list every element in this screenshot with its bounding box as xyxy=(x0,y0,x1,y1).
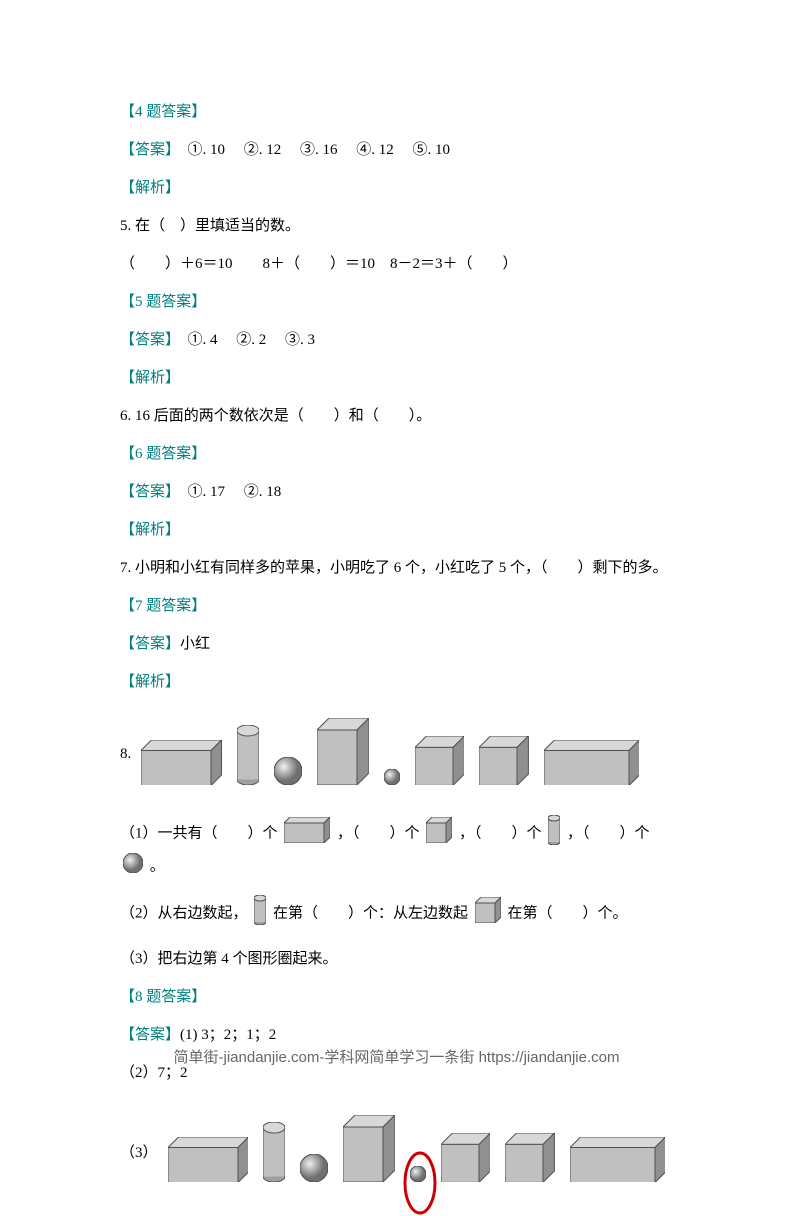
q5-text: 在（ ）里填适当的数。 xyxy=(135,218,300,234)
q8-sub1-mid2: ，（ ）个 xyxy=(459,825,542,841)
q4-answer-text: ①. 10 ②. 12 ③. 16 ④. 12 ⑤. 10 xyxy=(173,142,451,158)
q7-text: 小明和小红有同样多的苹果，小明吃了 6 个，小红吃了 5 个，（ ）剩下的多。 xyxy=(135,560,668,576)
inline-sphere-icon xyxy=(123,853,143,881)
q7-header: 【7 题答案】 xyxy=(120,594,673,618)
sphere-shape xyxy=(384,769,400,785)
q8-answer-label: 【答案】 xyxy=(120,1027,180,1043)
inline-cuboid-icon xyxy=(284,817,330,851)
q8-sub2-mid1: 在第（ ）个：从左边数起 xyxy=(273,905,468,921)
cuboid-shape xyxy=(343,1115,395,1182)
inline-cylinder-icon xyxy=(548,815,560,853)
cylinder-shape xyxy=(237,725,259,785)
q4-answer-label: 【答案】 xyxy=(120,142,173,158)
q8-answer-shapes-row: （3） xyxy=(120,1105,673,1197)
sphere-shape xyxy=(274,757,302,785)
q8-sub1-suffix: 。 xyxy=(150,858,165,874)
inline-cube-icon xyxy=(475,897,501,931)
shape-sphere-small xyxy=(384,769,400,790)
q7-answer-content: 小红 xyxy=(180,636,210,652)
q8-sub1-prefix: （1）一共有（ ）个 xyxy=(120,825,278,841)
sphere-shape xyxy=(123,853,143,873)
shape-cuboid-long xyxy=(570,1137,666,1188)
cuboid-shape xyxy=(317,718,369,785)
shape-cylinder xyxy=(263,1122,285,1187)
circle-marker xyxy=(400,1151,440,1216)
q4-analysis: 【解析】 xyxy=(120,176,673,200)
q6-header: 【6 题答案】 xyxy=(120,442,673,466)
q6-num: 6. xyxy=(120,408,135,424)
q7-answer-line: 【答案】小红 xyxy=(120,632,673,656)
inline-cube-icon xyxy=(426,817,452,851)
shape-cube xyxy=(505,1133,554,1187)
q6-analysis: 【解析】 xyxy=(120,518,673,542)
q5-num: 5. xyxy=(120,218,135,234)
q5-equation: （ ）＋6＝10 8＋（ ）＝10 8－2＝3＋（ ） xyxy=(120,252,673,276)
q7-analysis: 【解析】 xyxy=(120,670,673,694)
shape-cuboid-tall xyxy=(317,718,369,790)
q5-question: 5. 在（ ）里填适当的数。 xyxy=(120,214,673,238)
q4-header: 【4 题答案】 xyxy=(120,100,673,124)
shapes-main-container xyxy=(141,708,639,800)
q6-text: 16 后面的两个数依次是（ ）和（ ）。 xyxy=(135,408,431,424)
shape-cube xyxy=(441,1133,490,1187)
q8-sub2: （2）从右边数起， 在第（ ）个：从左边数起 在第（ ）个。 xyxy=(120,895,673,933)
cuboid-shape xyxy=(415,736,464,785)
shape-cuboid xyxy=(141,740,222,791)
cuboid-shape xyxy=(570,1137,666,1183)
q7-num: 7. xyxy=(120,560,135,576)
cuboid-shape xyxy=(426,817,452,843)
q8-shapes-row: 8. xyxy=(120,708,673,800)
shape-cylinder xyxy=(237,725,259,790)
q6-answer-line: 【答案】 ①. 17 ②. 18 xyxy=(120,480,673,504)
q8-sub2-prefix: （2）从右边数起， xyxy=(120,905,248,921)
q8-sub2-suffix: 在第（ ）个。 xyxy=(508,905,628,921)
cylinder-shape xyxy=(263,1122,285,1182)
q4-answer-line: 【答案】 ①. 10 ②. 12 ③. 16 ④. 12 ⑤. 10 xyxy=(120,138,673,162)
q8-sub1-mid3: ，（ ）个 xyxy=(567,825,650,841)
cuboid-shape xyxy=(479,736,528,785)
cuboid-shape xyxy=(475,897,501,923)
q6-question: 6. 16 后面的两个数依次是（ ）和（ ）。 xyxy=(120,404,673,428)
q8-answer3-label: （3） xyxy=(120,1141,158,1162)
q8-answer-content1: (1) 3；2；1；2 xyxy=(180,1027,276,1043)
q5-analysis: 【解析】 xyxy=(120,366,673,390)
shape-cuboid-tall xyxy=(343,1115,395,1187)
q5-header: 【5 题答案】 xyxy=(120,290,673,314)
inline-cylinder-icon xyxy=(254,895,266,933)
q6-answer-text: ①. 17 ②. 18 xyxy=(173,484,282,500)
cuboid-shape xyxy=(284,817,330,843)
q8-header: 【8 题答案】 xyxy=(120,985,673,1009)
circled-shape xyxy=(410,1166,426,1187)
cuboid-shape xyxy=(168,1137,249,1183)
q8-sub3: （3）把右边第 4 个图形圈起来。 xyxy=(120,947,673,971)
sphere-shape xyxy=(300,1154,328,1182)
q5-answer-label: 【答案】 xyxy=(120,332,173,348)
page-footer: 简单街-jiandanjie.com-学科网简单学习一条街 https://ji… xyxy=(0,1046,793,1067)
q8-sub1-mid1: ，（ ）个 xyxy=(337,825,420,841)
q5-answer-text: ①. 4 ②. 2 ③. 3 xyxy=(173,332,316,348)
q8-sub1: （1）一共有（ ）个 ，（ ）个 ，（ ）个 ，（ ）个 。 xyxy=(120,815,673,881)
shape-cube xyxy=(479,736,528,790)
cuboid-shape xyxy=(141,740,222,786)
q6-answer-label: 【答案】 xyxy=(120,484,173,500)
shapes-answer-container xyxy=(168,1105,666,1197)
shape-sphere xyxy=(274,757,302,790)
q7-answer-label: 【答案】 xyxy=(120,636,180,652)
q5-answer-line: 【答案】 ①. 4 ②. 2 ③. 3 xyxy=(120,328,673,352)
shape-cuboid-long xyxy=(544,740,640,791)
cylinder-shape xyxy=(548,815,560,845)
q8-num: 8. xyxy=(120,746,131,763)
q8-answer-line1: 【答案】(1) 3；2；1；2 xyxy=(120,1023,673,1047)
cuboid-shape xyxy=(505,1133,554,1182)
shape-cube xyxy=(415,736,464,790)
q7-question: 7. 小明和小红有同样多的苹果，小明吃了 6 个，小红吃了 5 个，（ ）剩下的… xyxy=(120,556,673,580)
shape-cuboid xyxy=(168,1137,249,1188)
cuboid-shape xyxy=(441,1133,490,1182)
cuboid-shape xyxy=(544,740,640,786)
cylinder-shape xyxy=(254,895,266,925)
shape-sphere xyxy=(300,1154,328,1187)
